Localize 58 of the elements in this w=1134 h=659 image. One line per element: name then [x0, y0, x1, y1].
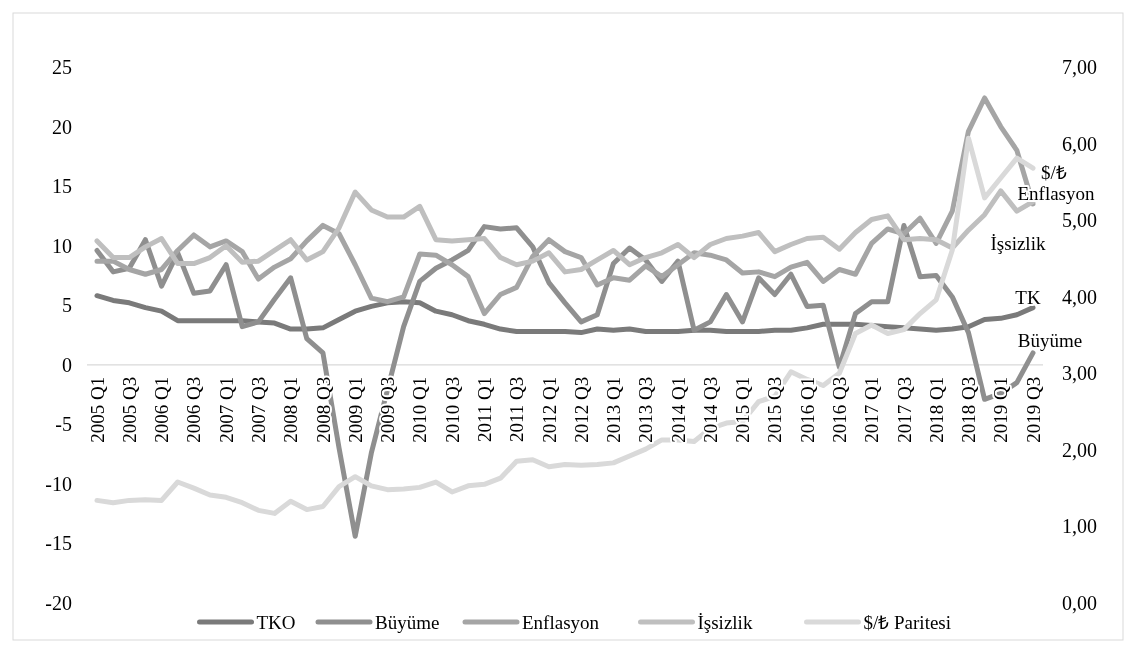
x-tick-label: 2009 Q1	[344, 376, 366, 443]
y2-tick-label: 7,00	[1062, 56, 1097, 78]
x-tick-label: 2012 Q1	[538, 376, 560, 443]
annotation: TK	[1015, 286, 1041, 308]
y2-tick-label: 1,00	[1062, 515, 1097, 538]
annotation: Enflasyon	[1017, 182, 1096, 204]
x-tick-label: 2011 Q1	[473, 376, 495, 443]
x-tick-label: 2019 Q1	[990, 376, 1012, 443]
y-tick-label: -10	[45, 472, 72, 495]
x-tick-label: 2016 Q1	[796, 376, 818, 443]
x-tick-label: 2011 Q3	[506, 376, 528, 443]
legend-label: İşsizlik	[697, 611, 753, 633]
x-tick-label: 2014 Q3	[699, 376, 721, 443]
x-tick-label: 2008 Q3	[312, 376, 334, 443]
annotation: İşsizlik	[990, 232, 1046, 254]
x-tick-label: 2015 Q1	[732, 376, 754, 443]
x-tick-label: 2018 Q1	[925, 376, 947, 443]
x-tick-label: 2016 Q3	[828, 376, 850, 443]
x-tick-label: 2017 Q3	[893, 376, 915, 443]
x-tick-label: 2012 Q3	[570, 376, 592, 443]
y2-tick-label: 2,00	[1062, 438, 1097, 461]
annotation: $/₺	[1041, 161, 1067, 183]
y-tick-label: 0	[62, 353, 72, 376]
x-tick-label: 2006 Q1	[151, 376, 173, 443]
y-tick-label: 15	[52, 175, 72, 198]
x-tick-label: 2010 Q3	[441, 376, 463, 443]
x-tick-label: 2007 Q1	[215, 376, 237, 443]
legend-label: Enflasyon	[522, 611, 600, 633]
x-tick-label: 2010 Q1	[409, 376, 431, 443]
legend-label: TKO	[256, 611, 296, 633]
y-tick-label: -15	[45, 532, 72, 555]
y2-tick-label: 5,00	[1062, 209, 1097, 232]
y2-tick-label: 6,00	[1062, 132, 1097, 155]
y-tick-label: -20	[45, 592, 72, 614]
x-tick-label: 2014 Q1	[667, 376, 689, 443]
x-tick-label: 2013 Q1	[603, 376, 625, 443]
x-tick-label: 2008 Q1	[280, 376, 302, 443]
x-tick-label: 2018 Q3	[958, 376, 980, 443]
y2-tick-label: 3,00	[1062, 362, 1097, 385]
legend-label: Büyüme	[375, 611, 440, 633]
x-tick-label: 2019 Q3	[1022, 376, 1044, 443]
y-tick-label: 10	[52, 234, 72, 257]
y-tick-label: 20	[52, 115, 72, 138]
x-tick-label: 2005 Q3	[118, 376, 140, 443]
x-tick-label: 2015 Q3	[764, 376, 786, 443]
x-tick-label: 2006 Q3	[183, 376, 205, 443]
y-tick-label: 25	[52, 56, 72, 78]
legend-label: $/₺ Paritesi	[863, 611, 952, 633]
x-tick-label: 2007 Q3	[248, 376, 270, 443]
annotation: Büyüme	[1017, 329, 1083, 351]
y-tick-label: -5	[55, 413, 72, 436]
y2-tick-label: 4,00	[1062, 285, 1097, 308]
x-tick-label: 2017 Q1	[861, 376, 883, 443]
x-tick-label: 2005 Q1	[86, 376, 108, 443]
x-tick-label: 2009 Q3	[377, 376, 399, 443]
y-tick-label: 5	[62, 294, 72, 317]
y2-tick-label: 0,00	[1062, 592, 1097, 614]
x-tick-label: 2013 Q3	[635, 376, 657, 443]
